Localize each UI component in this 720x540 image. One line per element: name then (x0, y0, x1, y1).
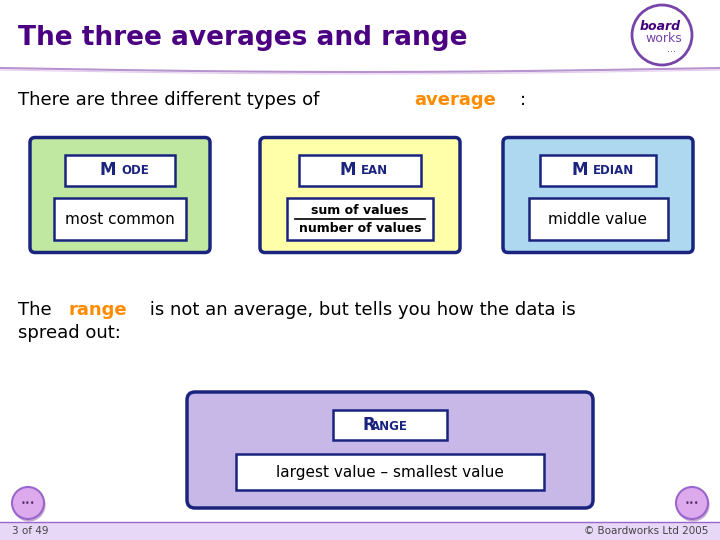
Text: •••: ••• (685, 498, 699, 508)
Text: middle value: middle value (549, 212, 647, 226)
Text: ...: ... (667, 44, 677, 54)
Text: EAN: EAN (361, 165, 388, 178)
Text: ANGE: ANGE (371, 420, 408, 433)
Text: works: works (646, 32, 683, 45)
FancyBboxPatch shape (0, 522, 720, 540)
Text: average: average (414, 91, 496, 109)
Text: 3 of 49: 3 of 49 (12, 526, 48, 536)
FancyBboxPatch shape (299, 154, 421, 186)
FancyBboxPatch shape (54, 198, 186, 240)
FancyBboxPatch shape (503, 138, 693, 253)
Text: M: M (340, 161, 356, 179)
Text: M: M (99, 161, 116, 179)
Text: The: The (18, 301, 58, 319)
Text: R: R (362, 416, 374, 434)
Text: largest value – smallest value: largest value – smallest value (276, 464, 504, 480)
Text: sum of values: sum of values (311, 204, 409, 217)
Text: © Boardworks Ltd 2005: © Boardworks Ltd 2005 (584, 526, 708, 536)
Text: EDIAN: EDIAN (593, 165, 634, 178)
FancyBboxPatch shape (30, 138, 210, 253)
Text: is not an average, but tells you how the data is: is not an average, but tells you how the… (145, 301, 576, 319)
Text: •••: ••• (21, 498, 35, 508)
FancyBboxPatch shape (187, 392, 593, 508)
FancyBboxPatch shape (528, 198, 667, 240)
Circle shape (677, 489, 709, 521)
Circle shape (632, 5, 692, 65)
Text: number of values: number of values (299, 221, 421, 234)
Text: most common: most common (65, 212, 175, 226)
Circle shape (13, 489, 45, 521)
Text: range: range (69, 301, 127, 319)
Text: spread out:: spread out: (18, 324, 121, 342)
FancyBboxPatch shape (287, 198, 433, 240)
FancyBboxPatch shape (333, 410, 447, 440)
Text: ODE: ODE (121, 165, 148, 178)
FancyBboxPatch shape (540, 154, 656, 186)
Text: board: board (639, 21, 680, 33)
FancyBboxPatch shape (260, 138, 460, 253)
FancyBboxPatch shape (236, 454, 544, 490)
Text: The three averages and range: The three averages and range (18, 25, 467, 51)
Text: M: M (571, 161, 588, 179)
Circle shape (676, 487, 708, 519)
Text: There are three different types of: There are three different types of (18, 91, 325, 109)
Circle shape (12, 487, 44, 519)
FancyBboxPatch shape (66, 154, 175, 186)
Text: :: : (520, 91, 526, 109)
